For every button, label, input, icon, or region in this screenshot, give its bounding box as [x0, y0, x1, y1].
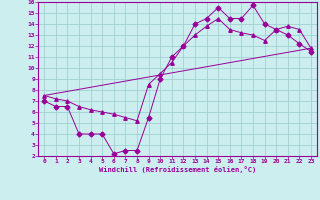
X-axis label: Windchill (Refroidissement éolien,°C): Windchill (Refroidissement éolien,°C) [99, 166, 256, 173]
